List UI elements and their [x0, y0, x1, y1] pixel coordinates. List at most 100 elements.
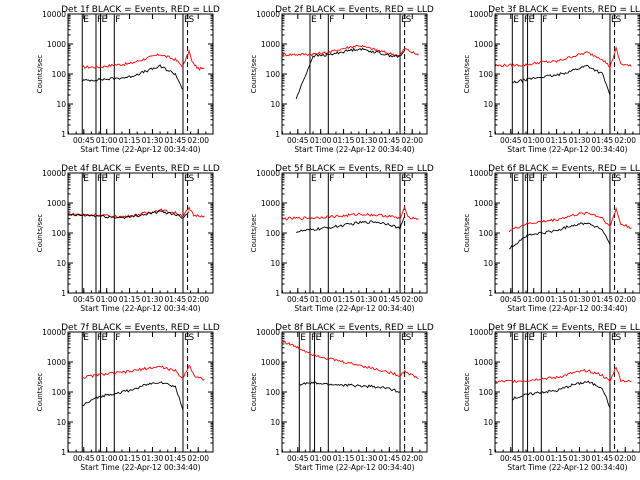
marker-label-e: E	[529, 174, 535, 184]
x-tick-label: 00:45	[287, 136, 309, 145]
marker-label-e: E	[316, 333, 322, 343]
marker-label-e: E	[529, 333, 535, 343]
x-tick-label: 02:00	[401, 295, 423, 304]
x-tick-label: 01:45	[379, 295, 401, 304]
x-tick-label: 01:00	[96, 295, 118, 304]
panel-3: Det 3f BLACK = Events, RED = LLD 1 10 100 10…	[463, 5, 640, 154]
panel-6: Det 6f BLACK = Events, RED = LLD 1 10 100 10…	[463, 164, 640, 313]
marker-label-e: E	[529, 15, 535, 25]
panel-title: Det 5f BLACK = Events, RED = LLD	[275, 164, 434, 174]
marker-label-e: E	[513, 333, 519, 343]
x-tick-label: 02:00	[614, 136, 636, 145]
x-axis-label: Start Time (22-Apr-12 00:34:40)	[80, 145, 200, 154]
y-tick-label: 1	[61, 289, 66, 298]
marker-label-e: E	[401, 15, 407, 25]
plot-frame	[281, 13, 428, 135]
series-line-events-black	[82, 381, 184, 411]
marker-label-e: E	[102, 174, 108, 184]
panel-7: Det 7f BLACK = Events, RED = LLD 1 10 100 10…	[36, 323, 220, 472]
x-tick-label: 01:30	[142, 295, 164, 304]
series-line-lld-red	[82, 48, 205, 72]
panel-title: Det 1f BLACK = Events, RED = LLD	[61, 5, 220, 15]
x-axis-label: Start Time (22-Apr-12 00:34:40)	[294, 463, 414, 472]
y-tick-label: 10	[56, 100, 66, 109]
x-tick-label: 01:30	[356, 295, 378, 304]
y-tick-label: 100	[266, 70, 281, 79]
y-tick-label: 10000	[469, 328, 493, 337]
x-tick-label: 01:45	[592, 295, 614, 304]
y-tick-label: 10000	[469, 10, 493, 19]
y-tick-label: 10	[483, 259, 493, 268]
panel-title: Det 2f BLACK = Events, RED = LLD	[275, 5, 434, 15]
y-axis-label: Counts/sec	[250, 214, 258, 253]
y-tick-label: 100	[479, 70, 494, 79]
series-line-events-black	[512, 64, 611, 96]
marker-label-e: E	[311, 174, 317, 184]
series-line-events-black	[508, 222, 611, 250]
marker-label-e: E	[83, 333, 89, 343]
x-tick-label: 01:45	[379, 136, 401, 145]
x-tick-label: 00:45	[287, 295, 309, 304]
marker-label-e: E	[513, 174, 519, 184]
x-tick-label: 02:00	[614, 295, 636, 304]
x-axis-label: Start Time (22-Apr-12 00:34:40)	[507, 145, 627, 154]
marker-label-s: S	[616, 333, 622, 343]
x-axis-label: Start Time (22-Apr-12 00:34:40)	[294, 304, 414, 313]
x-tick-label: 01:30	[356, 454, 378, 463]
y-tick-label: 100	[52, 70, 67, 79]
series-line-lld-red	[282, 340, 419, 380]
y-tick-label: 1000	[47, 358, 66, 367]
x-tick-label: 01:45	[165, 295, 187, 304]
x-tick-label: 01:00	[523, 454, 545, 463]
marker-label-e: E	[83, 174, 89, 184]
x-tick-label: 02:00	[614, 454, 636, 463]
marker-label-e: E	[184, 333, 190, 343]
marker-label-s: S	[406, 174, 412, 184]
x-tick-label: 00:45	[500, 454, 522, 463]
marker-label-f: F	[97, 174, 102, 184]
y-tick-label: 1	[275, 130, 280, 139]
series-line-events-black	[512, 380, 611, 408]
marker-label-s: S	[616, 15, 622, 25]
x-tick-label: 00:45	[73, 136, 95, 145]
plot-frame	[67, 172, 214, 294]
x-tick-label: 01:30	[356, 136, 378, 145]
x-tick-label: 00:45	[73, 295, 95, 304]
x-tick-label: 01:30	[142, 136, 164, 145]
marker-label-f: F	[115, 15, 120, 25]
marker-label-s: S	[189, 333, 195, 343]
x-tick-label: 01:15	[546, 295, 568, 304]
plot-frame	[67, 331, 214, 453]
panel-title: Det 9f BLACK = Events, RED = LLD	[488, 323, 640, 333]
y-tick-label: 10	[270, 100, 280, 109]
y-tick-label: 1000	[474, 199, 493, 208]
y-tick-label: 10	[56, 418, 66, 427]
y-tick-label: 100	[479, 388, 494, 397]
marker-label-e: E	[513, 15, 519, 25]
marker-label-f: F	[524, 333, 529, 343]
y-tick-label: 10000	[256, 169, 280, 178]
y-tick-label: 10	[56, 259, 66, 268]
y-tick-label: 100	[479, 229, 494, 238]
panel-8: Det 8f BLACK = Events, RED = LLD 1 10 100 10…	[250, 323, 434, 472]
x-tick-label: 02:00	[401, 136, 423, 145]
plot-frame	[67, 13, 214, 135]
plot-frame	[494, 331, 640, 453]
y-tick-label: 1	[275, 448, 280, 457]
series-line-lld-red	[282, 206, 419, 221]
x-tick-label: 02:00	[187, 136, 209, 145]
series-line-events-black	[81, 64, 184, 90]
x-tick-label: 01:30	[569, 295, 591, 304]
x-tick-label: 01:30	[569, 454, 591, 463]
panel-title: Det 8f BLACK = Events, RED = LLD	[275, 323, 434, 333]
x-tick-label: 01:00	[96, 454, 118, 463]
y-tick-label: 10000	[256, 10, 280, 19]
panel-2: Det 2f BLACK = Events, RED = LLD 1 10 100 10…	[250, 5, 434, 154]
marker-label-f: F	[115, 333, 120, 343]
y-tick-label: 1000	[474, 40, 493, 49]
y-tick-label: 1000	[474, 358, 493, 367]
marker-label-e: E	[311, 15, 317, 25]
y-tick-label: 1	[488, 130, 493, 139]
marker-label-f: F	[311, 333, 316, 343]
